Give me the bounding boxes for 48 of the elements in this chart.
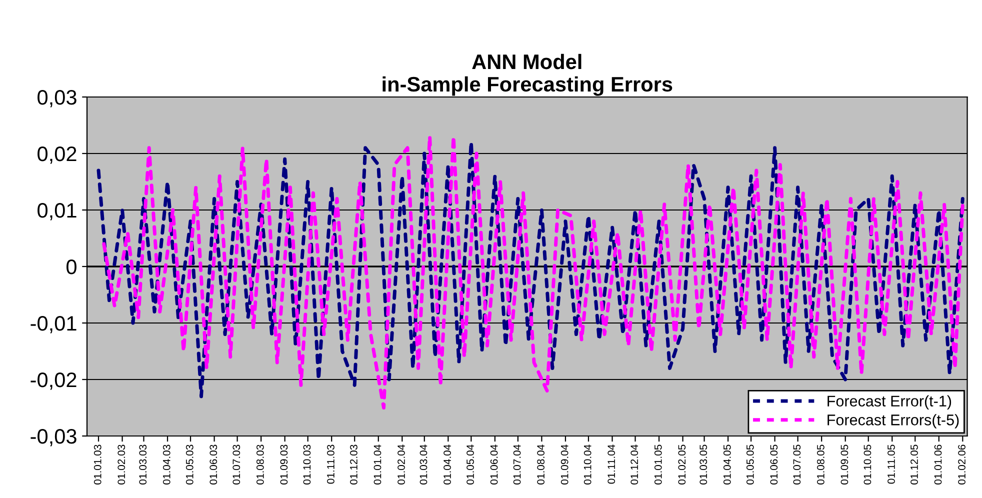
y-tick-label: 0: [66, 260, 76, 274]
x-tick-label: 01.05.03: [186, 444, 194, 484]
x-tick-label: 01.10.04: [584, 444, 592, 484]
x-tick-label: 01.03.03: [139, 444, 147, 484]
x-tick-label: 01.09.03: [280, 444, 288, 484]
x-tick-label: 01.11.03: [327, 444, 334, 484]
x-tick-label: 01.02.03: [118, 444, 126, 484]
legend-label: Forecast Error(t-1): [828, 395, 952, 410]
x-tick-label: 01.12.03: [350, 444, 358, 484]
x-tick-label: 01.09.04: [560, 444, 568, 484]
x-tick-label: 01.05.04: [466, 444, 474, 484]
x-tick-label: 01.03.04: [420, 444, 428, 484]
x-tick-label: 01.06.05: [770, 444, 778, 484]
x-tick-label: 01.07.04: [513, 444, 521, 484]
x-tick-label: 01.12.05: [910, 444, 918, 484]
x-tick-label: 01.10.03: [303, 444, 311, 484]
x-tick-label: 01.12.04: [630, 444, 638, 484]
x-tick-label: 01.11.05: [888, 444, 895, 484]
y-tick-label: -0,02: [30, 372, 76, 390]
x-tick-label: 01.07.03: [232, 444, 240, 484]
legend-label: Forecast Errors(t-5): [828, 414, 959, 428]
x-tick-label: 01.01.06: [934, 444, 942, 484]
y-tick-label: -0,03: [30, 429, 76, 446]
x-tick-label: 01.08.04: [537, 444, 544, 484]
x-tick-label: 01.08.05: [817, 444, 824, 484]
x-tick-label: 01.06.04: [490, 444, 498, 484]
y-tick-label: 0,01: [38, 203, 76, 220]
x-tick-label: 01.02.04: [398, 444, 405, 484]
x-tick-label: 01.01.03: [94, 444, 102, 484]
chart-title: ANN Model in-Sample Forecasting Errors: [382, 54, 672, 96]
y-tick-label: 0,03: [38, 90, 76, 108]
x-tick-label: 01.01.04: [374, 444, 382, 484]
x-tick-label: 01.05.05: [746, 444, 754, 484]
x-tick-label: 01.04.03: [162, 444, 170, 484]
y-tick-label: -0,01: [30, 316, 76, 334]
x-tick-label: 01.11.04: [608, 444, 616, 484]
x-tick-label: 01.04.04: [444, 444, 451, 484]
x-tick-label: 01.07.05: [793, 444, 801, 484]
x-tick-label: 01.03.05: [700, 444, 708, 484]
x-tick-label: 01.02.06: [958, 444, 966, 484]
x-tick-label: 01.04.05: [723, 444, 731, 484]
x-tick-label: 01.08.03: [256, 444, 264, 484]
x-tick-label: 01.09.05: [840, 444, 848, 484]
x-tick-label: 01.10.05: [864, 444, 872, 484]
x-tick-label: 01.02.05: [678, 444, 686, 484]
x-tick-label: 01.01.05: [654, 444, 662, 484]
x-tick-label: 01.06.03: [210, 444, 218, 484]
y-tick-label: 0,02: [38, 146, 76, 164]
